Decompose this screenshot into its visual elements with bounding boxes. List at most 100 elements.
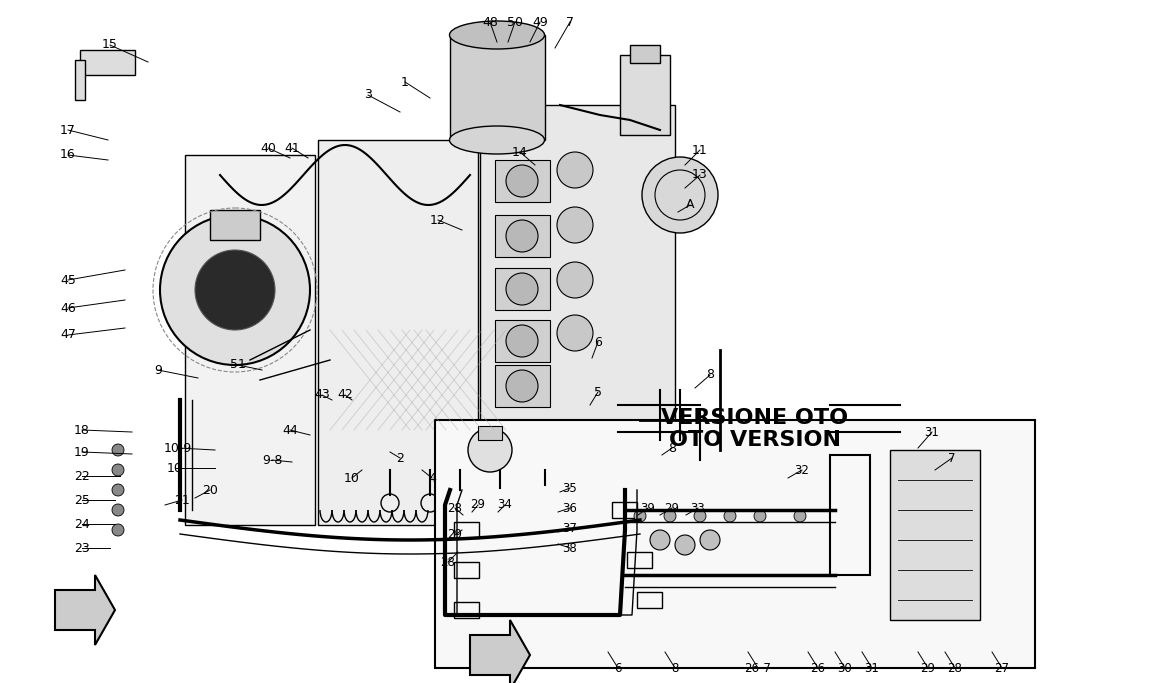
Text: 28: 28 (440, 555, 455, 568)
Circle shape (506, 370, 538, 402)
Bar (435, 420, 1035, 668)
Text: 3: 3 (365, 89, 371, 102)
Text: 27: 27 (995, 662, 1010, 675)
Text: 24: 24 (74, 518, 90, 531)
Bar (75, 60, 85, 100)
Bar (494, 268, 550, 310)
Text: 39: 39 (641, 501, 656, 514)
Circle shape (793, 510, 806, 522)
Bar (494, 365, 550, 407)
Circle shape (673, 438, 687, 452)
Text: 10-9: 10-9 (164, 441, 192, 454)
Text: 48: 48 (482, 16, 498, 29)
Text: 31: 31 (925, 426, 940, 438)
Circle shape (675, 535, 695, 555)
Text: 29: 29 (665, 501, 680, 514)
Bar (478, 426, 503, 440)
Circle shape (506, 220, 538, 252)
Text: 7: 7 (949, 451, 956, 464)
Text: 20: 20 (202, 484, 218, 497)
Circle shape (112, 444, 124, 456)
Text: 9: 9 (154, 363, 162, 376)
Circle shape (196, 250, 275, 330)
Text: 31: 31 (865, 662, 880, 675)
Text: 40: 40 (260, 141, 276, 154)
Bar (830, 455, 871, 575)
Bar (454, 562, 480, 578)
Bar (319, 140, 478, 525)
Circle shape (557, 262, 593, 298)
Text: 10: 10 (167, 462, 183, 475)
Text: 11: 11 (692, 143, 708, 156)
Circle shape (693, 458, 707, 472)
Circle shape (506, 273, 538, 305)
Circle shape (754, 510, 766, 522)
Circle shape (160, 215, 310, 365)
Text: 26-7: 26-7 (744, 662, 772, 675)
Text: 29: 29 (470, 499, 485, 512)
Text: 33: 33 (691, 501, 705, 514)
Circle shape (653, 438, 667, 452)
Text: 6: 6 (595, 335, 601, 348)
Text: 28: 28 (447, 501, 462, 514)
Bar (81, 50, 135, 75)
Text: 38: 38 (562, 542, 577, 555)
Text: 35: 35 (562, 482, 577, 494)
Text: 29: 29 (920, 662, 935, 675)
Polygon shape (55, 575, 115, 645)
Bar (630, 45, 660, 63)
Bar (890, 450, 980, 620)
Text: 37: 37 (562, 522, 577, 535)
Circle shape (506, 325, 538, 357)
Text: 17: 17 (60, 124, 76, 137)
Text: 49: 49 (532, 16, 547, 29)
Text: 1: 1 (401, 76, 409, 89)
Circle shape (650, 530, 670, 550)
Bar (627, 552, 652, 568)
Bar (612, 502, 637, 518)
Ellipse shape (450, 21, 544, 49)
Circle shape (700, 530, 720, 550)
Bar (620, 55, 670, 135)
Text: 25: 25 (74, 494, 90, 507)
Text: 8: 8 (706, 369, 714, 382)
Text: 21: 21 (174, 494, 190, 507)
Text: 16: 16 (60, 148, 76, 161)
Text: 46: 46 (60, 301, 76, 314)
Circle shape (557, 152, 593, 188)
Circle shape (112, 504, 124, 516)
Circle shape (724, 510, 736, 522)
Circle shape (112, 484, 124, 496)
Bar (480, 105, 675, 535)
Text: VERSIONE OTO: VERSIONE OTO (661, 408, 849, 428)
Text: 15: 15 (102, 38, 118, 51)
Bar (494, 160, 550, 202)
Circle shape (506, 165, 538, 197)
Bar (494, 215, 550, 257)
Text: 7: 7 (566, 16, 574, 29)
Circle shape (642, 157, 718, 233)
Circle shape (557, 207, 593, 243)
Text: 47: 47 (60, 329, 76, 342)
Text: 6: 6 (614, 662, 622, 675)
Text: 5: 5 (595, 385, 601, 398)
Circle shape (634, 510, 646, 522)
Text: 32: 32 (795, 464, 810, 477)
Text: 10: 10 (344, 471, 360, 484)
Text: A: A (685, 199, 695, 212)
Text: 43: 43 (314, 389, 330, 402)
Bar (454, 522, 480, 538)
Ellipse shape (450, 126, 544, 154)
Text: 51: 51 (230, 359, 246, 372)
Text: 42: 42 (337, 389, 353, 402)
Text: 26: 26 (811, 662, 826, 675)
Text: 36: 36 (562, 501, 577, 514)
Circle shape (693, 510, 706, 522)
Text: 12: 12 (430, 214, 446, 227)
Bar (450, 35, 545, 140)
Text: 4: 4 (428, 471, 436, 484)
Text: OTO VERSION: OTO VERSION (669, 430, 841, 450)
Bar (454, 602, 480, 618)
Text: 30: 30 (837, 662, 852, 675)
Circle shape (664, 510, 676, 522)
